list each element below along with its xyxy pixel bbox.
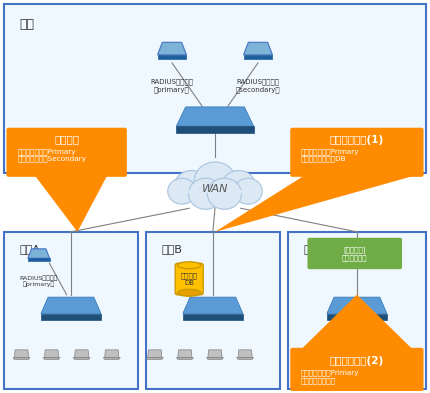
Polygon shape [243,55,273,59]
Polygon shape [75,350,89,358]
Polygon shape [297,295,417,354]
Polygon shape [41,297,101,314]
Polygon shape [148,350,162,358]
Polygon shape [157,42,187,55]
Polygon shape [327,358,344,359]
Text: RADIUSサーバー
（primary）: RADIUSサーバー （primary） [19,275,58,287]
Polygon shape [183,314,243,320]
Polygon shape [43,358,60,359]
Polygon shape [146,358,163,359]
Polygon shape [327,314,387,320]
Polygon shape [206,358,224,359]
Polygon shape [327,297,387,314]
Text: 支社B: 支社B [161,244,182,253]
Text: ローカル
DB: ローカル DB [181,272,198,286]
FancyBboxPatch shape [4,232,138,389]
Polygon shape [237,358,254,359]
Text: RADIUSサーバー
（secondary）: RADIUSサーバー （secondary） [236,79,280,93]
Polygon shape [34,175,108,232]
Text: 標準構成: 標準構成 [54,134,79,145]
Polygon shape [215,175,417,232]
Text: 本社: 本社 [19,18,34,31]
Polygon shape [45,350,58,358]
Polygon shape [28,258,49,261]
Text: RADIUSサーバー
（primary）: RADIUSサーバー （primary） [150,79,194,93]
Polygon shape [157,55,187,59]
Text: [強制認証]
ログ取得のみ: [強制認証] ログ取得のみ [342,246,368,261]
Polygon shape [298,350,312,358]
Circle shape [194,162,236,200]
Ellipse shape [177,262,201,269]
Text: 支社A: 支社A [19,244,40,253]
Polygon shape [389,350,402,358]
FancyBboxPatch shape [175,263,203,295]
Polygon shape [73,358,90,359]
Polygon shape [329,350,342,358]
FancyBboxPatch shape [307,238,402,269]
Polygon shape [208,350,222,358]
Text: 低コスト構成(2): 低コスト構成(2) [330,356,384,366]
Circle shape [221,171,256,202]
Polygon shape [359,350,372,358]
Polygon shape [238,350,252,358]
Text: 通常時：支社のPrimary
障害時：本社のSecondary: 通常時：支社のPrimary 障害時：本社のSecondary [17,148,86,162]
Ellipse shape [177,289,201,296]
Polygon shape [15,350,28,358]
Circle shape [174,171,209,202]
Circle shape [188,178,223,209]
Text: 通常時：本社のPrimary
障害時：強制認証: 通常時：本社のPrimary 障害時：強制認証 [301,369,359,384]
FancyBboxPatch shape [146,232,280,389]
Text: WAN: WAN [202,184,228,194]
Polygon shape [176,126,254,133]
Polygon shape [105,350,119,358]
FancyBboxPatch shape [4,4,426,173]
Polygon shape [243,42,273,55]
Polygon shape [183,297,243,314]
FancyBboxPatch shape [288,232,426,389]
Polygon shape [176,107,254,126]
Circle shape [234,178,262,204]
FancyBboxPatch shape [6,128,127,177]
Circle shape [207,178,242,209]
FancyBboxPatch shape [290,348,424,391]
Circle shape [168,178,196,204]
Text: 通常時：本社のPrimary
障害時：ローカルDB: 通常時：本社のPrimary 障害時：ローカルDB [301,148,359,162]
Polygon shape [387,358,404,359]
Polygon shape [13,358,30,359]
FancyBboxPatch shape [290,128,424,177]
Text: 支社C: 支社C [303,244,324,253]
Polygon shape [176,358,194,359]
Polygon shape [179,190,251,193]
Polygon shape [357,358,374,359]
Polygon shape [178,350,192,358]
Polygon shape [297,358,314,359]
Polygon shape [41,314,101,320]
Polygon shape [28,249,49,258]
Polygon shape [103,358,120,359]
Text: 低コスト構成(1): 低コスト構成(1) [330,134,384,145]
